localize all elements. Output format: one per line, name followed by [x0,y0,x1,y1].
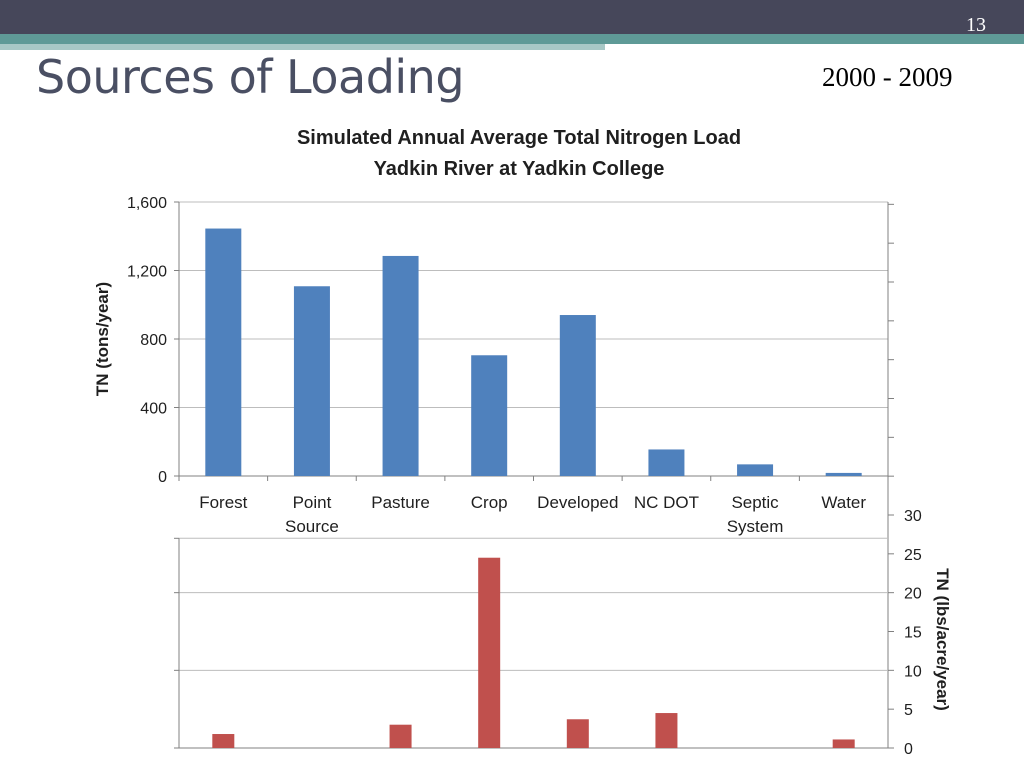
x-category-label: Crop [471,493,508,512]
bar-lbs-pasture [389,724,412,748]
bar-tons-nc dot [648,449,685,476]
y-left-axis-label: TN (tons/year) [93,282,112,396]
bar-tons-developed [559,315,596,476]
y-right-tick-label: 25 [904,547,922,564]
bar-lbs-developed [566,719,589,748]
bar-tons-septic-system [737,464,774,476]
y-left-tick-label: 1,200 [127,264,167,281]
bar-lbs-water [832,739,855,748]
bar-tons-forest [205,228,242,476]
slide-number: 13 [966,14,986,36]
bar-lbs-crop [478,557,501,748]
bar-tons-pasture [382,255,419,476]
chart-title-line: Yadkin River at Yadkin College [374,158,665,180]
y-left-tick-label: 800 [140,332,167,349]
x-category-label: Point [293,493,332,512]
x-category-label: NC DOT [634,493,699,512]
bar-tons-water [825,472,862,476]
header-teal-bar [0,34,1024,44]
header-dark-bar [0,0,1024,34]
header-accent-line [0,44,605,50]
bar-lbs-forest [212,734,235,748]
x-category-label: System [727,517,784,536]
y-left-tick-label: 1,600 [127,195,167,212]
x-category-label: Forest [199,493,247,512]
y-right-tick-label: 10 [904,663,922,680]
y-right-tick-label: 0 [904,741,913,758]
y-left-tick-label: 400 [140,401,167,418]
bar-tons-crop [471,355,508,476]
y-right-tick-label: 20 [904,586,922,603]
bar-lbs-nc dot [655,713,678,748]
slide-subtitle: 2000 - 2009 [822,62,953,92]
x-category-label: Source [285,517,339,536]
bar-tons-point-source [293,286,330,476]
y-right-axis-label: TN (lbs/acre/year) [933,568,952,711]
y-right-tick-label: 15 [904,625,922,642]
x-category-label: Water [821,493,866,512]
x-category-label: Septic [731,493,779,512]
chart-title-line: Simulated Annual Average Total Nitrogen … [297,127,741,149]
y-left-tick-label: 0 [158,469,167,486]
y-right-tick-label: 30 [904,508,922,525]
x-category-label: Pasture [371,493,430,512]
y-right-tick-label: 5 [904,702,913,719]
x-category-label: Developed [537,493,618,512]
slide-title: Sources of Loading [36,50,465,104]
